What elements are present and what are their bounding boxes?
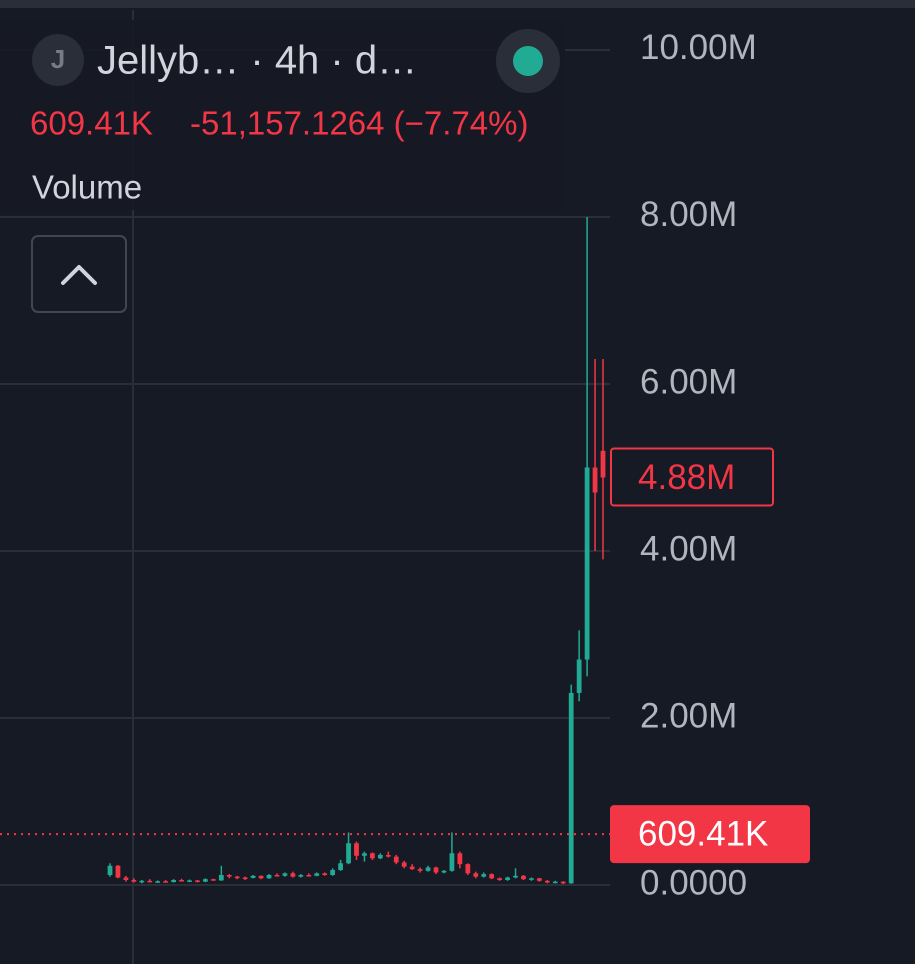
candle-body bbox=[298, 874, 304, 877]
candle-body bbox=[179, 879, 184, 882]
candle-body bbox=[242, 877, 248, 879]
candle-body bbox=[584, 467, 590, 660]
symbol-letter: J bbox=[51, 44, 65, 74]
collapse-button[interactable] bbox=[31, 235, 127, 313]
candle-body bbox=[481, 874, 487, 877]
candle-body bbox=[131, 879, 137, 882]
marker-box bbox=[610, 447, 774, 507]
candle-body bbox=[258, 875, 264, 879]
last-value: 609.41K bbox=[30, 105, 153, 142]
candle-body bbox=[600, 450, 606, 478]
chevron-icon bbox=[61, 265, 97, 285]
candle-body bbox=[195, 880, 200, 882]
candle-body bbox=[218, 874, 224, 881]
change: -51,157.1264 (−7.74%) bbox=[190, 105, 529, 142]
y-tick-label: 6.00M bbox=[640, 362, 737, 401]
candle-body bbox=[513, 875, 518, 878]
chart-title[interactable]: Jellyb… · 4h · d… bbox=[97, 39, 417, 83]
candle-body bbox=[576, 659, 582, 693]
candle-body bbox=[107, 865, 113, 875]
y-tick-label: 10.00M bbox=[640, 28, 757, 67]
candle-body bbox=[552, 881, 558, 884]
candle-body bbox=[457, 853, 463, 865]
candle-body bbox=[290, 873, 296, 877]
candle-body bbox=[234, 876, 240, 879]
candle-body bbox=[473, 873, 479, 877]
candle-body bbox=[226, 874, 232, 877]
candle-body bbox=[314, 873, 320, 876]
candle-body bbox=[250, 875, 256, 878]
candle-body bbox=[505, 877, 510, 880]
candle-body bbox=[187, 880, 192, 882]
y-tick-label: 0.0000 bbox=[640, 863, 747, 902]
candle-body bbox=[409, 866, 415, 870]
candle-body bbox=[155, 881, 161, 883]
indicator-name: Volume bbox=[32, 169, 142, 206]
candle-body bbox=[441, 870, 447, 873]
price-label-bg bbox=[610, 805, 810, 864]
candle-body bbox=[521, 875, 526, 880]
candle-body bbox=[210, 879, 216, 881]
legend-bg bbox=[0, 20, 565, 210]
y-tick-label: 8.00M bbox=[640, 195, 737, 234]
candle-body bbox=[282, 873, 288, 876]
legend: J Jellyb… · 4h · d… 609.41K -51,157.1264… bbox=[0, 20, 565, 313]
candle-body bbox=[139, 880, 145, 883]
candle-body bbox=[362, 853, 367, 856]
candle-body bbox=[274, 874, 280, 877]
candle-body bbox=[393, 856, 399, 863]
y-axis: 0.0000 2.00M 4.00M 6.00M 8.00M 10.00M 609.41K 4… bbox=[610, 28, 810, 902]
candle-body bbox=[147, 880, 153, 883]
candle-body bbox=[306, 874, 312, 877]
top-border bbox=[0, 0, 915, 8]
candle-body bbox=[425, 867, 431, 871]
candle-body bbox=[266, 874, 272, 879]
candle-body bbox=[497, 878, 503, 880]
candle-body bbox=[115, 865, 121, 878]
marker-label: 4.88M bbox=[638, 458, 735, 497]
candle-body bbox=[592, 467, 598, 493]
candle-body bbox=[322, 873, 328, 875]
candle-body bbox=[346, 843, 351, 864]
candle-body bbox=[163, 881, 169, 883]
candle-body bbox=[560, 881, 566, 884]
candle-body bbox=[203, 879, 208, 882]
candle-body bbox=[465, 864, 471, 874]
price-label: 609.41K bbox=[638, 814, 768, 853]
candle-body bbox=[171, 879, 176, 883]
candle-body bbox=[370, 853, 375, 859]
candle-body bbox=[123, 877, 129, 880]
candle-body bbox=[338, 863, 343, 870]
candle-body bbox=[354, 843, 359, 856]
candle-body bbox=[568, 692, 574, 884]
candle-body bbox=[385, 854, 391, 857]
candle-body bbox=[544, 880, 550, 883]
y-tick-label: 2.00M bbox=[640, 696, 737, 735]
candle-body bbox=[433, 867, 439, 873]
candle-body bbox=[330, 869, 336, 875]
candle-body bbox=[537, 878, 542, 881]
candle-body bbox=[401, 862, 407, 867]
candle-body bbox=[417, 869, 423, 871]
y-tick-label: 4.00M bbox=[640, 529, 737, 568]
candle-body bbox=[377, 854, 383, 859]
status-dot bbox=[513, 46, 543, 76]
candle-body bbox=[529, 878, 534, 880]
symbol-icon bbox=[32, 34, 84, 86]
candle-body bbox=[449, 853, 455, 871]
candle-body bbox=[489, 874, 495, 879]
